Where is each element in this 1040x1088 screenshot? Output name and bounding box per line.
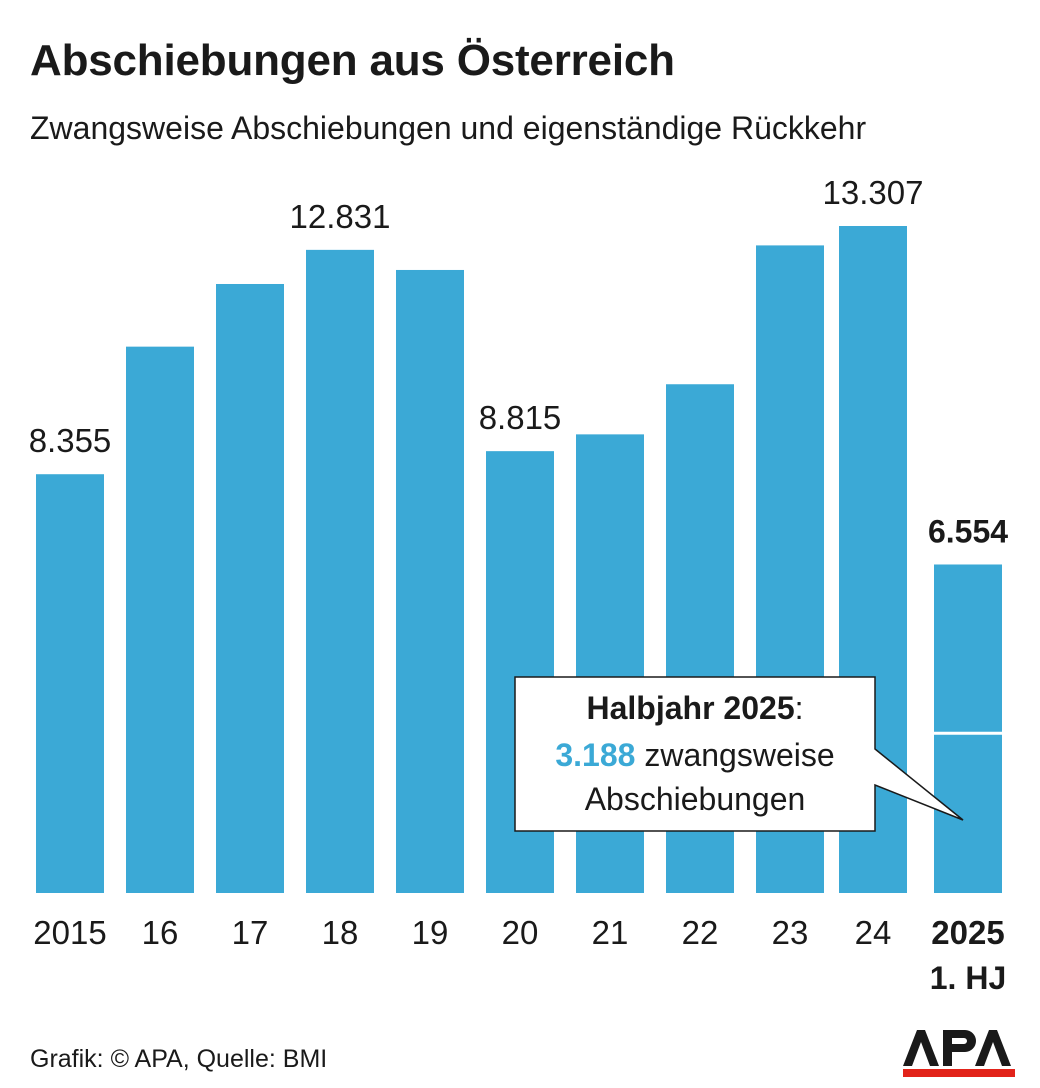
bar-16 [126, 346, 194, 894]
callout-value-label: zwangsweise [635, 737, 834, 773]
category-label-18: 18 [322, 914, 359, 951]
bar-2025 [934, 564, 1002, 893]
value-label-20: 8.815 [479, 399, 562, 436]
bar-19 [396, 269, 464, 893]
category-label-16: 16 [142, 914, 179, 951]
bar-18 [306, 249, 374, 894]
category-label-2025: 2025 [931, 914, 1004, 951]
category-label-2015: 2015 [33, 914, 106, 951]
callout-title: Halbjahr 2025: [587, 690, 804, 726]
callout-title-colon: : [795, 690, 804, 726]
source-credit: Grafik: © APA, Quelle: BMI [30, 1045, 328, 1073]
value-label-2025: 6.554 [928, 513, 1008, 549]
category-label-21: 21 [592, 914, 629, 951]
category-label-19: 19 [412, 914, 449, 951]
callout-value: 3.188 [555, 737, 635, 773]
bar-chart: 8.355 2015 16 17 12.831 18 19 8.815 20 21 22 23 13.3… [29, 174, 1009, 996]
bar-2015 [36, 474, 104, 893]
category-label-17: 17 [232, 914, 269, 951]
callout-line3: Abschiebungen [585, 781, 806, 817]
callout-title-text: Halbjahr 2025 [587, 690, 795, 726]
category-label-23: 23 [772, 914, 809, 951]
category-label-22: 22 [682, 914, 719, 951]
callout-line2: 3.188 zwangsweise [555, 737, 834, 773]
value-label-2015: 8.355 [29, 422, 112, 459]
chart-subtitle: Zwangsweise Abschiebungen und eigenständ… [30, 110, 867, 146]
apa-logo [903, 1030, 1015, 1077]
value-label-24: 13.307 [823, 174, 924, 211]
category-label-20: 20 [502, 914, 539, 951]
callout-box [514, 676, 964, 832]
category-sublabel-2025: 1. HJ [930, 960, 1006, 996]
chart-title: Abschiebungen aus Österreich [30, 36, 675, 85]
bar-17 [216, 283, 284, 893]
value-label-18: 12.831 [290, 198, 391, 235]
category-label-24: 24 [855, 914, 892, 951]
